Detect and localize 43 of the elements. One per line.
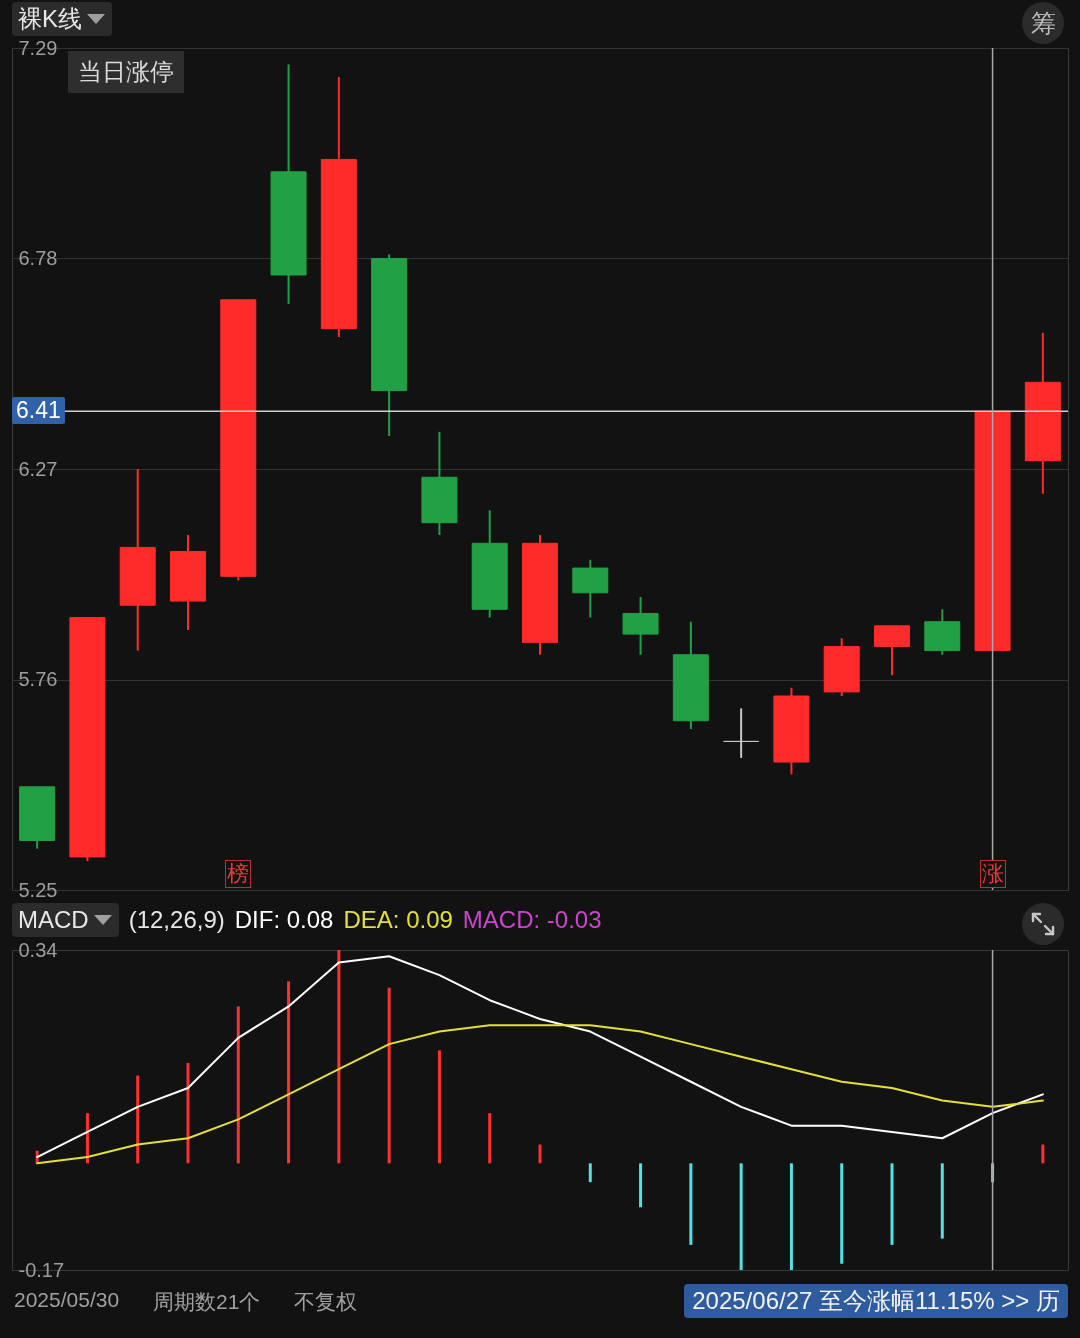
bar <box>890 1163 894 1245</box>
y-tick-label: 6.78 <box>18 247 58 269</box>
text: 周期数21个 <box>153 1289 261 1315</box>
bar <box>840 1163 844 1264</box>
bar <box>337 950 341 1164</box>
bar <box>940 1163 944 1239</box>
chart-title: 裸K线 <box>18 4 83 34</box>
chart-subtitle: (12,26,9) <box>128 906 225 934</box>
bar <box>186 1062 190 1164</box>
bar <box>387 987 391 1164</box>
bar <box>236 1006 240 1164</box>
ref-line-label: 6.41 <box>12 397 65 425</box>
candlestick <box>723 707 760 759</box>
text: 2025/06/27 至今涨幅11.15% >> 历 <box>684 1284 1068 1318</box>
text: 筹 <box>1022 2 1064 44</box>
line-series <box>36 955 1044 1159</box>
bar <box>287 981 291 1164</box>
bar <box>588 1163 592 1183</box>
text: DEA: 0.09 <box>343 906 453 934</box>
bar <box>1041 1144 1045 1164</box>
line-series <box>36 1024 1044 1165</box>
bar <box>437 1050 441 1164</box>
bar <box>689 1163 693 1245</box>
bar <box>639 1163 643 1208</box>
y-tick-label: 0.34 <box>18 938 58 961</box>
x-tick-label: 榜 <box>225 860 252 888</box>
y-tick-label: 5.76 <box>18 668 58 690</box>
text: 2025/05/30 <box>14 1288 120 1313</box>
x-tick-label: 涨 <box>979 860 1006 888</box>
text: 不复权 <box>294 1289 358 1315</box>
bar <box>488 1113 492 1164</box>
annotation: 当日涨停 <box>68 51 184 93</box>
y-tick-label: -0.17 <box>18 1258 65 1281</box>
bar <box>136 1075 140 1164</box>
bar <box>739 1163 743 1270</box>
chart-title: MACD <box>18 906 89 934</box>
text: MACD: -0.03 <box>462 906 602 934</box>
y-tick-label: 5.25 <box>18 878 58 901</box>
y-tick-label: 7.29 <box>18 36 58 59</box>
y-tick-label: 6.27 <box>18 457 58 480</box>
series-label: DIF: 0.08 <box>234 906 334 934</box>
bar <box>538 1144 542 1164</box>
bar <box>789 1163 793 1270</box>
